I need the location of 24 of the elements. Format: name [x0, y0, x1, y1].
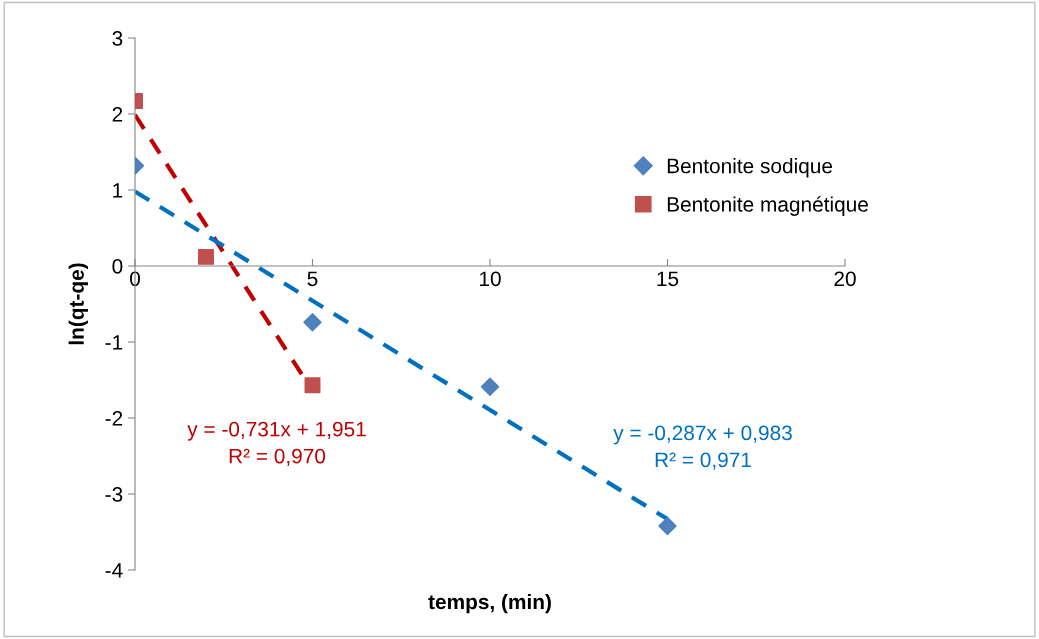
y-tick-label: -3: [105, 487, 123, 502]
y-tick-label: 2: [112, 107, 123, 122]
point: [658, 516, 677, 536]
x-axis-title: temps, (min): [428, 593, 551, 614]
legend-label: Bentonite magnétique: [667, 196, 868, 216]
x-tick-label: 5: [307, 271, 318, 287]
x-tick-label: 20: [834, 271, 856, 287]
point: [480, 377, 500, 397]
point: [198, 248, 214, 265]
y-tick-label: 0: [112, 259, 123, 274]
x-tick-label: 10: [480, 271, 501, 287]
point: [303, 313, 322, 332]
y-tick-label: -4: [105, 563, 123, 578]
annotation: y = -0,287x + 0,983 R² = 0,971: [613, 425, 792, 470]
y-tick-label: -2: [105, 411, 123, 426]
x-tick-label: 0: [130, 271, 140, 287]
annotation: y = -0,731x + 1,951 R² = 0,970: [187, 421, 366, 466]
y-tick-label: 1: [113, 183, 123, 198]
legend-label: Bentonite sodique: [667, 158, 833, 178]
x-tick-label: 15: [657, 271, 679, 287]
y-tick-label: 3: [112, 31, 123, 46]
point: [304, 377, 321, 394]
y-axis-title: ln(qt-qe): [68, 263, 89, 345]
y-tick-label: -1: [105, 335, 123, 350]
